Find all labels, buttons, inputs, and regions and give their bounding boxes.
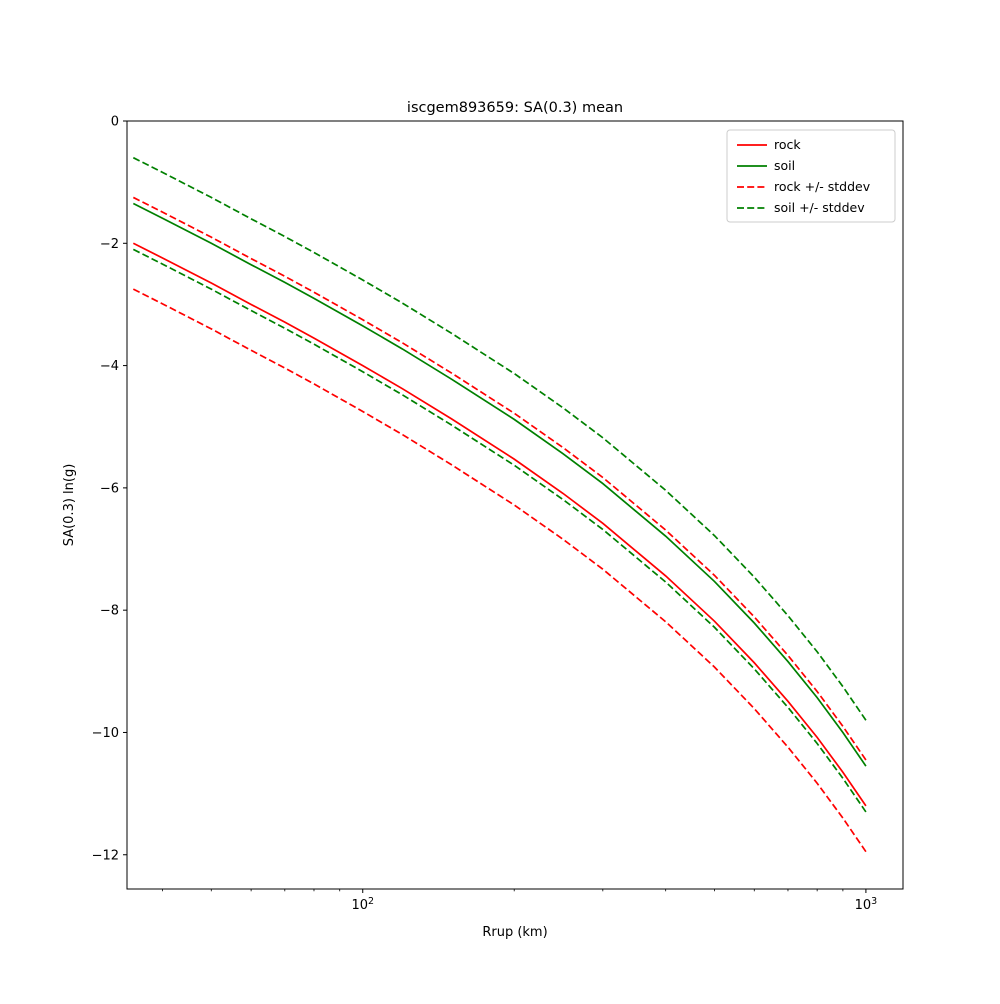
- y-tick-label: −2: [100, 237, 119, 252]
- legend-label: rock +/- stddev: [774, 179, 871, 194]
- data-series: [132, 156, 867, 853]
- y-axis-label: SA(0.3) ln(g): [62, 464, 77, 547]
- series-rock-+/--stddev-lower: [132, 288, 867, 853]
- y-tick-label: −6: [100, 481, 119, 496]
- legend-box: [726, 129, 896, 223]
- chart-title: iscgem893659: SA(0.3) mean: [407, 100, 623, 116]
- legend-label: rock: [774, 137, 801, 152]
- series-rock-+/--stddev-upper: [132, 196, 867, 761]
- legend-label: soil: [774, 158, 795, 173]
- y-tick-label: 0: [111, 115, 119, 130]
- series-soil: [132, 202, 867, 767]
- axes-frame: [126, 120, 904, 890]
- series-soil-+/--stddev-lower: [132, 248, 867, 813]
- x-tick-label: 102: [351, 896, 374, 913]
- x-axis-label: Rrup (km): [482, 925, 547, 940]
- y-tick-label: −12: [92, 848, 119, 863]
- legend-label: soil +/- stddev: [774, 200, 865, 215]
- legend: rock soil rock +/- stddev soil +/- stddev: [726, 129, 896, 223]
- series-rock: [132, 242, 867, 807]
- y-tick-label: −10: [92, 726, 119, 741]
- y-tick-label: −8: [100, 604, 119, 619]
- x-axis-ticks: 102 103: [162, 889, 878, 913]
- x-tick-label: 103: [855, 896, 878, 913]
- y-tick-label: −4: [100, 359, 119, 374]
- y-axis-ticks: 0 −2 −4 −6 −8 −10 −12: [92, 115, 127, 863]
- series-soil-+/--stddev-upper: [132, 156, 867, 721]
